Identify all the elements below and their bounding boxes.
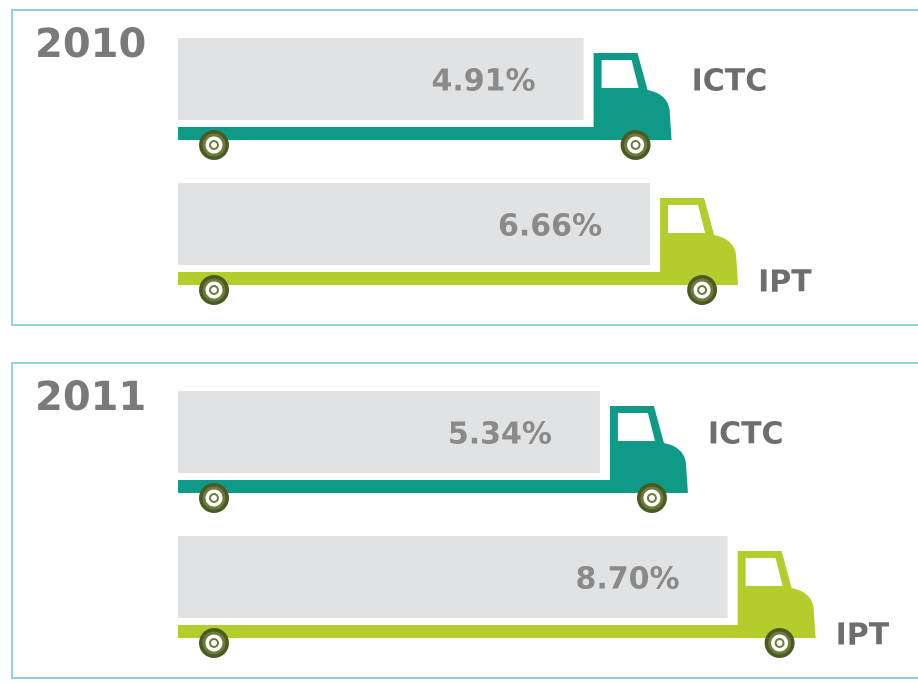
category-label: IPT [836,618,890,653]
infographic: 2010 4.91% ICTC 6.66% IPT 2011 5.34% ICTC 8.70% I… [0,0,918,683]
truck-chassis [178,272,670,285]
wheel-rim [642,488,662,508]
value-label: 8.70% [576,562,680,597]
truck-chassis [178,480,620,493]
wheel-rim [204,633,224,653]
wheel-rim [204,488,224,508]
value-label: 5.34% [448,417,552,452]
wheel-rim [626,135,646,155]
wheel-rim [204,135,224,155]
year-title: 2011 [35,374,146,420]
value-label: 6.66% [498,209,602,244]
truck-chassis [178,127,604,140]
truck-chassis [178,625,748,638]
wheel-rim [692,280,712,300]
year-title: 2010 [35,21,146,67]
wheel-rim [204,280,224,300]
category-label: ICTC [708,417,784,452]
value-label: 4.91% [432,64,536,99]
category-label: IPT [758,265,812,300]
category-label: ICTC [692,64,768,99]
wheel-rim [770,633,790,653]
